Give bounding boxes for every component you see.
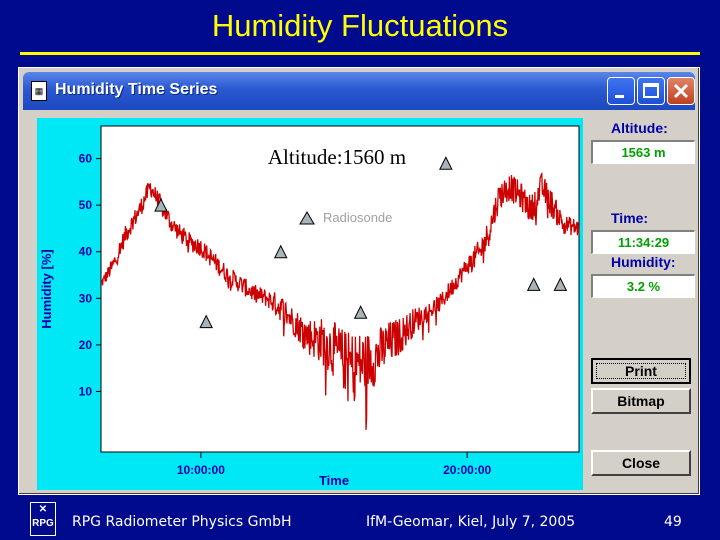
minimize-button[interactable] — [607, 77, 635, 105]
humidity-label: Humidity: — [611, 254, 676, 270]
legend-triangle-icon — [299, 211, 315, 225]
humidity-window: ▦ Humidity Time Series 10 20 30 40 50 60 10:0… — [18, 67, 700, 495]
plot-panel: 10 20 30 40 50 60 10:00:00 20:00:00 Humidity [… — [37, 118, 583, 490]
altitude-field: 1563 m — [591, 140, 695, 164]
y-tick-label: 10 — [79, 384, 93, 398]
x-tick-label: 20:00:00 — [443, 463, 491, 477]
x-tick-label: 10:00:00 — [177, 463, 225, 477]
radiosonde-marker — [526, 277, 541, 291]
close-window-button[interactable] — [667, 77, 695, 105]
radiosonde-marker — [353, 305, 368, 319]
maximize-button[interactable] — [637, 77, 665, 105]
window-client-area: 10 20 30 40 50 60 10:00:00 20:00:00 Humidity [… — [23, 110, 695, 490]
rpg-logo: ✕ RPG — [30, 502, 56, 536]
humidity-field: 3.2 % — [591, 274, 695, 298]
humidity-chart: 10 20 30 40 50 60 10:00:00 20:00:00 Humidity [… — [39, 125, 580, 488]
radiosonde-marker — [273, 244, 288, 259]
logo-text: RPG — [32, 518, 54, 529]
radiosonde-marker — [199, 314, 213, 329]
minimize-icon — [615, 95, 624, 98]
slide-title: Humidity Fluctuations — [211, 8, 509, 43]
print-button[interactable]: Print — [591, 358, 691, 384]
legend-label: Radiosonde — [323, 210, 392, 225]
radiosonde-marker — [553, 277, 568, 291]
radiosonde-marker — [154, 198, 168, 212]
radiosonde-marker — [439, 156, 453, 170]
humidity-trace — [100, 172, 580, 430]
time-label: Time: — [611, 210, 649, 226]
y-tick-label: 50 — [79, 198, 93, 212]
close-button[interactable]: Close — [591, 450, 691, 476]
x-axis-label: Time — [319, 473, 349, 488]
altitude-label: Altitude: — [611, 120, 668, 136]
y-tick-label: 20 — [79, 338, 93, 352]
y-tick-label: 60 — [79, 152, 93, 166]
title-divider — [20, 52, 700, 55]
bitmap-button[interactable]: Bitmap — [591, 388, 691, 414]
plot-area — [100, 125, 580, 453]
window-title: Humidity Time Series — [55, 81, 218, 98]
maximize-icon — [643, 83, 659, 98]
y-tick-label: 30 — [79, 291, 93, 305]
footer-company: RPG Radiometer Physics GmbH — [72, 514, 292, 530]
time-field: 11:34:29 — [591, 230, 695, 254]
y-axis-label: Humidity [%] — [39, 249, 54, 328]
window-titlebar[interactable]: ▦ Humidity Time Series — [23, 72, 695, 110]
chart-title: Altitude:1560 m — [268, 145, 406, 169]
y-tick-label: 40 — [79, 245, 93, 259]
page-number: 49 — [664, 514, 682, 530]
footer-event: IfM-Geomar, Kiel, July 7, 2005 — [366, 514, 576, 530]
app-icon[interactable]: ▦ — [31, 81, 47, 101]
close-icon — [673, 83, 689, 99]
